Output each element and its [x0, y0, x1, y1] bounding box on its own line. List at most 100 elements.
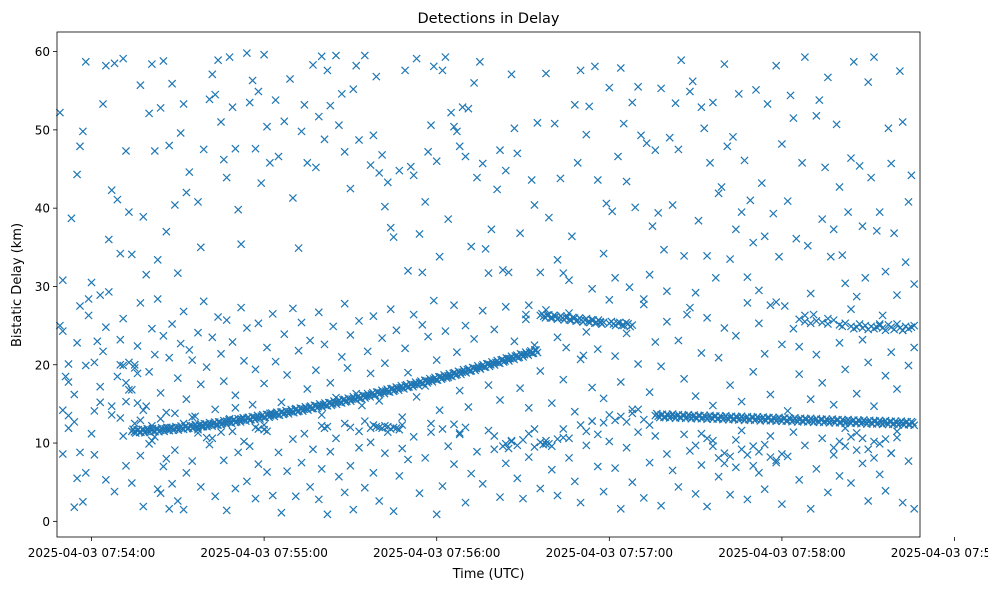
detection-point — [242, 323, 251, 333]
detection-point — [306, 336, 315, 345]
detection-point — [455, 142, 464, 151]
detection-point — [363, 347, 372, 356]
detection-point — [881, 486, 890, 495]
detection-point — [208, 70, 217, 79]
detection-point — [708, 401, 717, 410]
detection-point — [524, 301, 533, 310]
detection-point — [657, 84, 666, 93]
detection-point — [308, 445, 318, 454]
detection-point — [625, 283, 634, 292]
detection-point — [378, 150, 387, 159]
detection-point — [366, 438, 375, 447]
detection-point — [495, 493, 505, 502]
detection-point — [136, 298, 145, 307]
detection-point — [662, 287, 671, 296]
detection-point — [208, 333, 217, 342]
detection-point — [398, 413, 407, 422]
x-axis-label: Time (UTC) — [452, 567, 525, 582]
detection-point — [64, 377, 73, 387]
detection-point — [634, 359, 643, 369]
detection-point — [559, 375, 568, 384]
detection-point — [262, 122, 272, 131]
detection-point — [611, 464, 620, 473]
detection-point — [884, 124, 893, 133]
detection-point — [645, 420, 654, 430]
detection-point — [185, 168, 194, 177]
detection-point — [818, 434, 827, 443]
detection-point — [835, 471, 844, 480]
detection-point — [536, 484, 545, 493]
detection-point — [576, 355, 585, 364]
detection-point — [812, 350, 821, 359]
detection-point — [219, 377, 228, 386]
detection-point — [121, 461, 131, 470]
detection-point — [841, 279, 850, 288]
detection-point — [222, 316, 231, 325]
detection-point — [680, 374, 689, 383]
detection-point — [211, 405, 220, 414]
detection-point — [75, 301, 85, 311]
detection-point — [783, 406, 792, 415]
detection-point — [248, 76, 257, 85]
detection-point — [887, 348, 896, 357]
detection-point — [61, 372, 70, 381]
detection-point — [504, 268, 513, 277]
detection-point — [731, 435, 740, 444]
detection-point — [435, 252, 444, 261]
detection-point — [176, 128, 185, 138]
track-point — [613, 318, 622, 327]
detection-point — [498, 265, 507, 275]
detection-point — [429, 62, 438, 71]
detection-point — [490, 445, 499, 454]
detection-point — [211, 90, 220, 99]
detection-point — [662, 449, 671, 459]
detection-point — [262, 427, 272, 436]
detection-point — [208, 434, 217, 443]
detection-point — [326, 378, 335, 387]
detection-point — [199, 145, 208, 154]
detection-point — [300, 100, 309, 109]
detection-point — [119, 314, 128, 323]
detection-point — [449, 420, 459, 429]
detection-point — [651, 431, 660, 441]
detection-point — [875, 470, 884, 479]
detection-point — [409, 310, 418, 319]
detection-point — [228, 103, 237, 112]
detection-point — [366, 161, 375, 170]
detection-point — [168, 479, 177, 488]
detection-point — [749, 367, 758, 376]
detection-point — [260, 50, 269, 59]
detection-point — [219, 456, 228, 465]
detection-point — [547, 465, 556, 474]
detection-point — [392, 326, 401, 335]
detection-point — [216, 117, 226, 127]
detection-point — [193, 197, 203, 206]
detection-point — [809, 310, 818, 319]
detection-point — [806, 289, 815, 298]
detection-point — [159, 56, 168, 66]
detection-point — [78, 497, 87, 506]
detection-point — [642, 139, 651, 148]
detection-point — [242, 477, 251, 486]
detection-point — [616, 63, 625, 73]
detection-point — [329, 322, 338, 331]
detection-point — [547, 442, 556, 451]
detection-point — [412, 392, 421, 401]
detection-point — [153, 294, 162, 304]
detection-point — [703, 251, 712, 260]
detection-point — [728, 132, 738, 141]
detection-point — [444, 442, 453, 451]
detection-point — [645, 270, 654, 279]
detection-point — [288, 193, 297, 203]
detection-point — [75, 142, 85, 151]
detection-point — [634, 405, 643, 414]
track-point — [532, 346, 541, 355]
detection-point — [222, 173, 231, 182]
detection-point — [657, 362, 666, 371]
detection-point — [101, 61, 110, 70]
detection-point — [795, 475, 804, 484]
track-point — [380, 389, 389, 398]
detection-point — [280, 330, 289, 339]
detection-point — [320, 340, 329, 349]
detection-point — [766, 431, 775, 441]
